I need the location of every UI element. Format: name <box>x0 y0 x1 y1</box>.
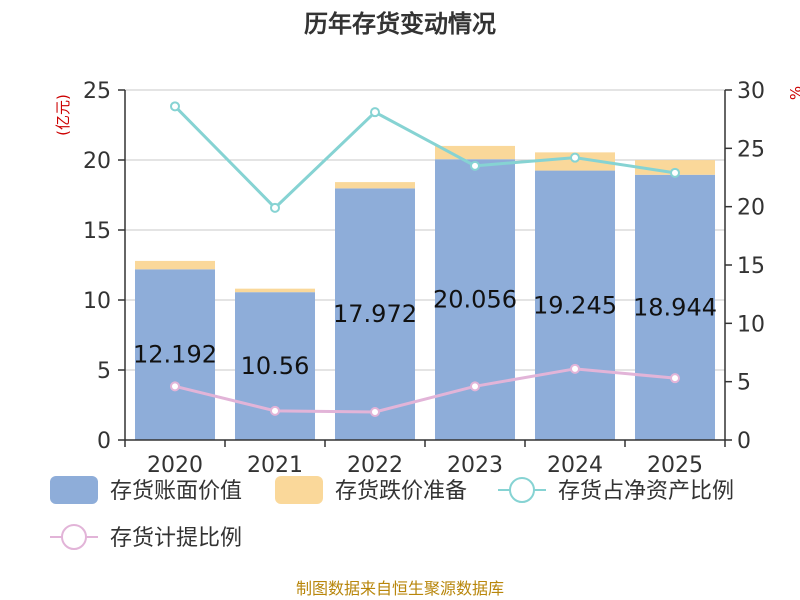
legend-label: 存货计提比例 <box>110 526 242 551</box>
data-label: 17.972 <box>333 300 417 328</box>
line-inventory-to-net-assets <box>173 105 676 210</box>
line-point <box>570 363 580 374</box>
bar-book-value <box>335 188 415 440</box>
line-point <box>370 107 380 118</box>
chart-title: 历年存货变动情况 <box>304 10 496 38</box>
bar-impairment <box>135 260 215 270</box>
legend-swatch <box>275 476 323 504</box>
left-tick-label: 5 <box>97 359 111 384</box>
bar-book-value <box>535 170 615 440</box>
x-tick-label: 2023 <box>447 453 503 478</box>
bar-book-value <box>635 174 715 440</box>
left-axis-unit: (亿元) <box>54 94 72 136</box>
bar-book-value <box>135 269 215 440</box>
data-label: 10.56 <box>241 352 310 380</box>
bars <box>135 145 715 440</box>
line-point <box>270 405 280 416</box>
line-provision-ratio <box>174 367 676 414</box>
data-label: 19.245 <box>533 291 617 319</box>
grid <box>125 89 725 371</box>
line-point <box>570 152 580 163</box>
left-tick-label: 20 <box>83 149 111 174</box>
legend-label: 存货占净资产比例 <box>558 479 734 504</box>
legend-swatch-marker <box>509 477 535 503</box>
bar-impairment <box>435 145 515 160</box>
line-point <box>370 407 380 417</box>
right-tick-label: 10 <box>737 312 765 337</box>
line-point <box>670 167 680 178</box>
x-tick-label: 2022 <box>347 453 403 478</box>
lines <box>170 101 680 417</box>
legend-label: 存货账面价值 <box>110 479 242 504</box>
left-tick-label: 25 <box>83 79 111 104</box>
line-point <box>170 101 180 112</box>
line-point <box>170 381 180 392</box>
right-axis-unit: % <box>787 86 800 100</box>
legend-swatch-marker <box>61 524 87 550</box>
data-label: 20.056 <box>433 286 517 314</box>
x-tick-label: 2020 <box>147 453 203 478</box>
right-tick-label: 20 <box>737 196 765 221</box>
data-labels: 12.192 10.56 17.972 20.056 19.245 18.944 <box>133 286 717 380</box>
legend-label: 存货跌价准备 <box>335 479 467 504</box>
x-tick-label: 2024 <box>547 453 603 478</box>
right-tick-label: 25 <box>737 137 765 162</box>
left-tick-label: 0 <box>97 429 111 454</box>
x-tick-label: 2025 <box>647 453 703 478</box>
legend-swatch <box>50 476 98 504</box>
data-source: 制图数据来自恒生聚源数据库 <box>296 579 504 598</box>
bar-impairment <box>335 182 415 189</box>
right-tick-label: 0 <box>737 429 751 454</box>
right-tick-label: 5 <box>737 371 751 396</box>
data-label: 18.944 <box>633 293 717 321</box>
line-point <box>670 373 680 384</box>
line-point <box>470 381 480 392</box>
right-tick-label: 15 <box>737 254 765 279</box>
data-label: 12.192 <box>133 341 217 369</box>
right-tick-label: 30 <box>737 79 765 104</box>
line-point <box>270 202 280 213</box>
left-tick-label: 10 <box>83 289 111 314</box>
x-tick-label: 2021 <box>247 453 303 478</box>
left-tick-label: 15 <box>83 219 111 244</box>
bar-impairment <box>235 288 315 293</box>
line-point <box>470 160 480 171</box>
